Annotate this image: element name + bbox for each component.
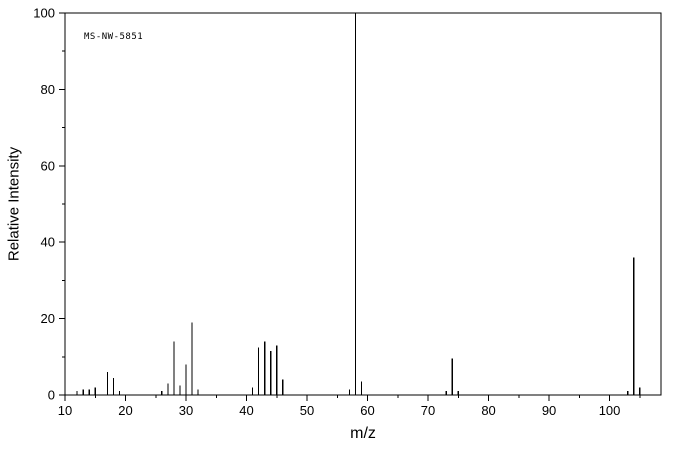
- y-axis-tick-label: 80: [41, 82, 55, 97]
- x-axis-tick-label: 60: [360, 403, 374, 418]
- x-axis-tick-label: 40: [239, 403, 253, 418]
- x-axis-tick-label: 50: [300, 403, 314, 418]
- spectrum-id-label: MS-NW-5851: [84, 32, 144, 42]
- x-axis-tick-label: 80: [481, 403, 495, 418]
- y-axis-tick-label: 60: [41, 158, 55, 173]
- x-axis-tick-label: 10: [58, 403, 72, 418]
- y-axis-tick-label: 20: [41, 311, 55, 326]
- x-axis-tick-label: 20: [118, 403, 132, 418]
- x-axis-tick-label: 30: [179, 403, 193, 418]
- y-axis-tick-label: 0: [48, 388, 55, 403]
- plot-frame: [64, 12, 662, 396]
- y-axis-tick-label: 40: [41, 235, 55, 250]
- x-axis-tick-label: 100: [599, 403, 621, 418]
- y-axis-label: Relative Intensity: [5, 146, 23, 262]
- x-axis-tick-label: 70: [421, 403, 435, 418]
- x-axis-tick-label: 90: [542, 403, 556, 418]
- x-axis-label: m/z: [350, 425, 376, 442]
- y-axis-tick-label: 100: [33, 6, 55, 21]
